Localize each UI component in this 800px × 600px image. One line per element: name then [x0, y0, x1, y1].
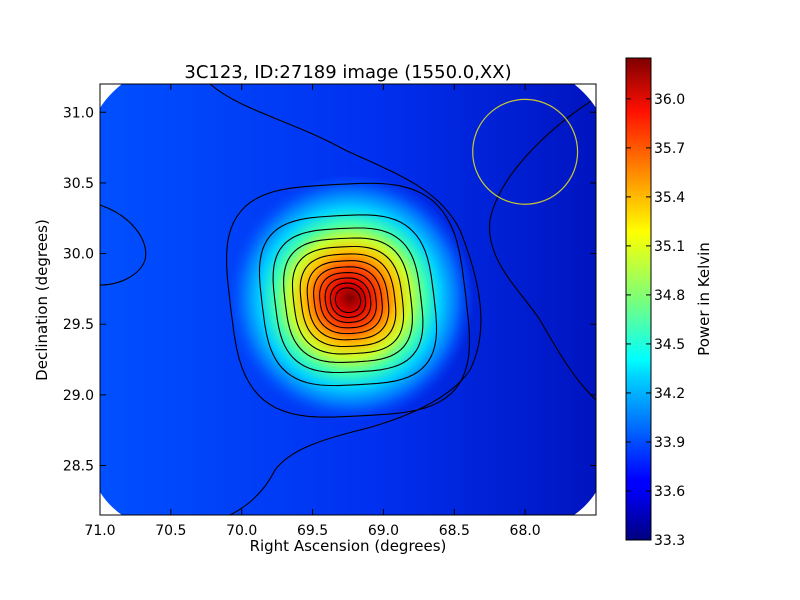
- colorbar-tick-label: 35.1: [654, 239, 685, 255]
- colorbar-tick-label: 36.0: [654, 92, 685, 108]
- contour-level: [226, 182, 470, 418]
- outer-contour-east: [489, 97, 596, 401]
- contour-level: [329, 282, 367, 318]
- contour-level: [306, 260, 390, 341]
- heatmap: [100, 84, 596, 515]
- y-axis-label: Declination (degrees): [33, 219, 51, 381]
- contour-lines: [226, 182, 470, 418]
- y-tick-label: 29.0: [63, 388, 94, 404]
- colorbar-tick-label: 34.5: [654, 337, 685, 353]
- x-tick-label: 71.0: [84, 523, 115, 539]
- contour-level: [319, 272, 377, 329]
- colorbar-tick-label: 34.8: [654, 288, 685, 304]
- contour-level: [334, 287, 362, 314]
- contour-level: [324, 277, 372, 323]
- x-tick-label: 68.0: [510, 523, 541, 539]
- contour-level: [272, 227, 424, 374]
- contour-level: [299, 253, 397, 348]
- beam-circle: [472, 98, 579, 205]
- x-tick-label: 70.0: [226, 523, 257, 539]
- colorbar-tick-label: 35.4: [654, 190, 685, 206]
- contour-level: [283, 237, 413, 363]
- colorbar-ticks: 33.3 33.6 33.9 34.2 34.5 34.8 35.1 35.4 35.7 36.0: [626, 92, 685, 549]
- y-axis-ticks: 28.5 29.0 29.5 30.0 30.5 31.0: [63, 105, 596, 475]
- x-tick-label: 69.5: [297, 523, 328, 539]
- y-tick-label: 30.5: [63, 176, 94, 192]
- colorbar-tick-label: 33.6: [654, 484, 685, 500]
- chart-title: 3C123, ID:27189 image (1550.0,XX): [184, 62, 511, 83]
- contour-level: [313, 266, 383, 335]
- colorbar-tick-label: 33.9: [654, 435, 685, 451]
- plot-frame: [99, 83, 597, 516]
- outer-contour-west: [100, 204, 147, 286]
- heatmap-peak-glow: [223, 175, 473, 426]
- x-tick-label: 68.5: [439, 523, 470, 539]
- colorbar: [625, 57, 652, 541]
- x-tick-label: 69.0: [368, 523, 399, 539]
- colorbar-tick-label: 33.3: [654, 533, 685, 549]
- y-tick-label: 31.0: [63, 105, 94, 121]
- colorbar-label: Power in Kelvin: [695, 242, 713, 356]
- contour-level: [258, 214, 438, 387]
- contour-level: [291, 245, 405, 355]
- colorbar-tick-label: 35.7: [654, 141, 685, 157]
- y-tick-label: 29.5: [63, 317, 94, 333]
- y-tick-label: 30.0: [63, 247, 94, 263]
- y-tick-label: 28.5: [63, 459, 94, 475]
- colorbar-tick-label: 34.2: [654, 386, 685, 402]
- x-axis-ticks: 71.0 70.5 70.0 69.5 69.0 68.5 68.0: [84, 84, 541, 539]
- x-axis-label: Right Ascension (degrees): [250, 537, 447, 555]
- x-tick-label: 70.5: [155, 523, 186, 539]
- outer-contour-north: [209, 84, 482, 515]
